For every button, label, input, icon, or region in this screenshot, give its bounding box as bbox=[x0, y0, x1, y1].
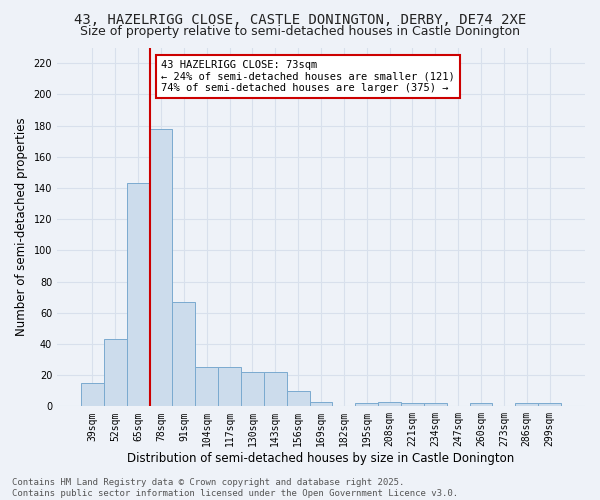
Bar bbox=[264, 372, 287, 406]
Text: Contains HM Land Registry data © Crown copyright and database right 2025.
Contai: Contains HM Land Registry data © Crown c… bbox=[12, 478, 458, 498]
Bar bbox=[241, 372, 264, 406]
Bar bbox=[515, 403, 538, 406]
Bar bbox=[149, 128, 172, 406]
Text: 43 HAZELRIGG CLOSE: 73sqm
← 24% of semi-detached houses are smaller (121)
74% of: 43 HAZELRIGG CLOSE: 73sqm ← 24% of semi-… bbox=[161, 60, 455, 93]
Text: Size of property relative to semi-detached houses in Castle Donington: Size of property relative to semi-detach… bbox=[80, 25, 520, 38]
Bar bbox=[378, 402, 401, 406]
Bar bbox=[287, 390, 310, 406]
Bar bbox=[355, 403, 378, 406]
Bar bbox=[401, 403, 424, 406]
Bar bbox=[470, 403, 493, 406]
Y-axis label: Number of semi-detached properties: Number of semi-detached properties bbox=[15, 118, 28, 336]
Bar bbox=[127, 183, 149, 406]
Bar bbox=[172, 302, 196, 406]
Bar bbox=[196, 368, 218, 406]
Bar bbox=[81, 383, 104, 406]
Bar bbox=[218, 368, 241, 406]
X-axis label: Distribution of semi-detached houses by size in Castle Donington: Distribution of semi-detached houses by … bbox=[127, 452, 515, 465]
Bar bbox=[104, 339, 127, 406]
Bar bbox=[538, 403, 561, 406]
Bar bbox=[310, 402, 332, 406]
Text: 43, HAZELRIGG CLOSE, CASTLE DONINGTON, DERBY, DE74 2XE: 43, HAZELRIGG CLOSE, CASTLE DONINGTON, D… bbox=[74, 12, 526, 26]
Bar bbox=[424, 403, 447, 406]
